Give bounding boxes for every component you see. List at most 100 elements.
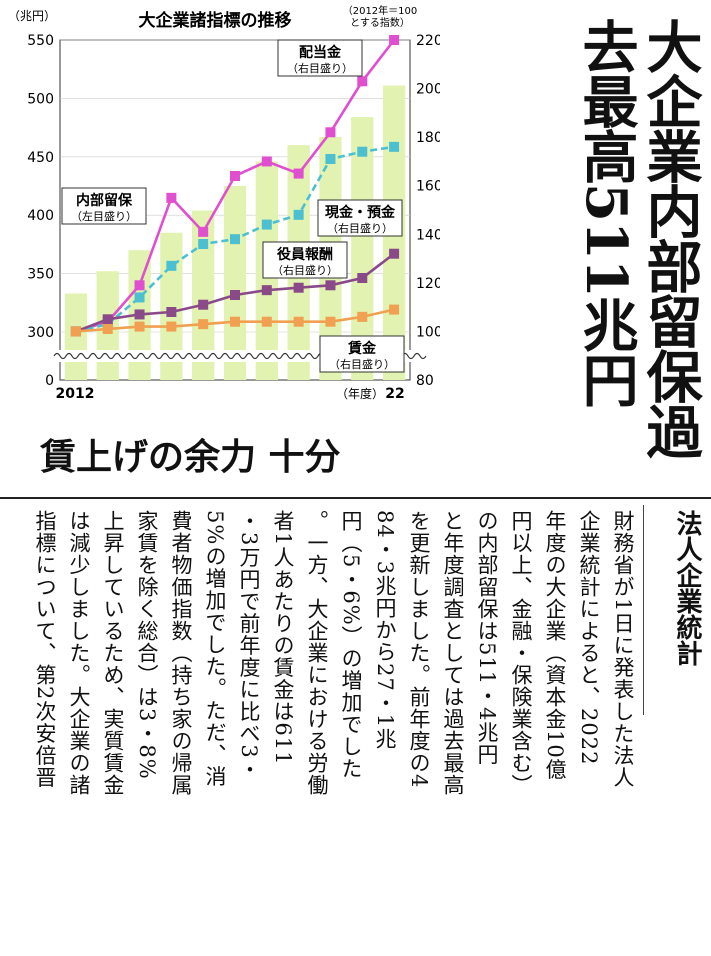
left-tick-label: 450 — [27, 150, 54, 166]
left-tick-label: 0 — [45, 373, 54, 389]
x-end-label: 22 — [385, 386, 404, 402]
article-column: 。一方、大企業における労働 — [305, 510, 329, 796]
point-賃金-2021 — [357, 311, 368, 322]
point-賃金-2018 — [261, 316, 272, 327]
article-column: 家賃を除く総合）は3・8% — [135, 510, 159, 780]
article-column: 5%の増加でした。ただ、消 — [203, 510, 227, 788]
point-賃金-2022 — [389, 304, 400, 315]
legend-label-現金・預金: 現金・預金 — [325, 204, 396, 221]
left-tick-label: 300 — [27, 325, 54, 341]
point-現金・預金-2016 — [198, 239, 209, 249]
bar-2016 — [192, 210, 215, 380]
point-賃金-2014 — [134, 321, 145, 332]
article-column: 円（5・6%）の増加でした — [339, 510, 363, 780]
point-役員報酬-2018 — [261, 285, 272, 296]
point-役員報酬-2013 — [102, 314, 113, 325]
point-役員報酬-2019 — [293, 282, 304, 293]
legend-note-現金・預金: （右目盛り） — [327, 221, 393, 235]
legend-label-役員報酬: 役員報酬 — [277, 246, 333, 263]
left-axis-unit: （兆円） — [8, 9, 56, 23]
legend-box-現金・預金 — [317, 199, 403, 237]
article-body: 財務省が1日に発表した法人 企業統計によると、2022 年度の大企業（資本金10億 円… — [0, 499, 711, 956]
legend-label-配当金: 配当金 — [299, 44, 342, 61]
point-賃金-2020 — [325, 316, 336, 327]
article-column: 上昇しているため、実質賃金 — [101, 510, 125, 796]
point-賃金-2013 — [102, 324, 113, 334]
indicator-chart: 大企業諸指標の推移 （兆円） （2012年＝100 とする指数） 0 300 350… — [8, 4, 440, 402]
section-label: 法人企業統計 — [672, 510, 702, 666]
x-start-label: 2012 — [56, 386, 95, 402]
point-現金・預金-2017 — [230, 234, 240, 245]
point-賃金-2015 — [166, 321, 177, 332]
right-tick-label: 200 — [416, 82, 440, 98]
article-column: 企業統計によると、2022 — [577, 510, 601, 766]
article-column: を更新しました。前年度の4 — [407, 510, 431, 789]
point-役員報酬-2020 — [325, 280, 336, 291]
legend-box-賃金 — [319, 335, 405, 373]
right-tick-label: 220 — [416, 33, 440, 49]
point-現金・預金-2020 — [325, 154, 336, 164]
legend-label-内部留保: 内部留保 — [76, 192, 133, 209]
article-column: 財務省が1日に発表した法人 — [611, 510, 635, 789]
point-現金・預金-2022 — [389, 141, 400, 152]
right-tick-label: 120 — [416, 276, 440, 292]
right-tick-label: 140 — [416, 227, 440, 243]
point-役員報酬-2021 — [357, 273, 368, 283]
x-axis-label: （年度） — [336, 386, 384, 401]
right-tick-label: 100 — [416, 324, 440, 340]
point-賃金-2017 — [230, 316, 240, 327]
article-column: の内部留保は511・4兆円 — [475, 510, 499, 766]
point-現金・預金-2021 — [357, 146, 368, 157]
article-column: 費者物価指数（持ち家の帰属 — [169, 510, 193, 796]
point-現金・預金-2019 — [293, 209, 304, 220]
chart-title: 大企業諸指標の推移 — [139, 10, 292, 31]
point-配当金-2021 — [357, 76, 368, 87]
point-賃金-2016 — [198, 319, 209, 330]
legend-box-配当金 — [277, 39, 363, 77]
point-役員報酬-2014 — [134, 309, 145, 320]
right-axis-unit: （2012年＝100 — [343, 4, 418, 17]
point-配当金-2022 — [389, 35, 400, 45]
subheadline: 賃上げの余力 十分 — [40, 436, 341, 478]
right-tick-label: 180 — [416, 130, 440, 146]
right-tick-label: 160 — [416, 179, 440, 195]
left-tick-label: 400 — [27, 208, 54, 224]
left-tick-label: 350 — [27, 267, 54, 283]
point-役員報酬-2022 — [389, 248, 400, 259]
bar-2012 — [64, 293, 88, 380]
section-rule — [643, 505, 644, 715]
point-役員報酬-2015 — [166, 307, 177, 317]
legend-label-賃金: 賃金 — [347, 340, 377, 357]
point-役員報酬-2016 — [198, 299, 209, 310]
legend-note-賃金: （右目盛り） — [329, 357, 395, 371]
point-配当金-2015 — [166, 192, 177, 203]
article-column: 84・3兆円から27・1兆 — [373, 510, 397, 751]
point-役員報酬-2017 — [230, 290, 240, 300]
bar-2017 — [223, 186, 247, 380]
point-現金・預金-2018 — [261, 219, 272, 230]
bar-2015 — [160, 232, 183, 380]
article-column: 年度の大企業（資本金10億 — [543, 510, 567, 781]
article-column: は減少しました。大企業の諸 — [67, 510, 91, 796]
point-現金・預金-2015 — [166, 260, 177, 271]
headline: 大企業内部留保過去最高511兆円 — [573, 18, 703, 458]
legend-note-配当金: （右目盛り） — [287, 61, 353, 75]
horizontal-divider — [0, 497, 711, 499]
point-配当金-2019 — [293, 168, 304, 179]
point-配当金-2018 — [261, 156, 272, 167]
point-配当金-2020 — [325, 127, 336, 138]
point-現金・預金-2014 — [134, 292, 145, 303]
article-column: ・3万円で前年度に比べ3・ — [237, 510, 261, 781]
point-配当金-2017 — [230, 171, 240, 181]
legend-box-内部留保 — [61, 187, 147, 225]
legend-note-内部留保: （左目盛り） — [71, 209, 137, 223]
point-配当金-2016 — [198, 226, 209, 237]
article-column: と年度調査としては過去最高 — [441, 510, 465, 796]
point-賃金-2019 — [293, 316, 304, 327]
legend-box-役員報酬 — [262, 241, 348, 279]
point-賃金-2012 — [70, 326, 81, 337]
right-axis-unit-2: とする指数） — [350, 16, 410, 29]
article-column: 指標について、第2次安倍晋 — [33, 510, 57, 789]
left-tick-label: 550 — [27, 33, 54, 49]
point-配当金-2014 — [134, 280, 145, 291]
